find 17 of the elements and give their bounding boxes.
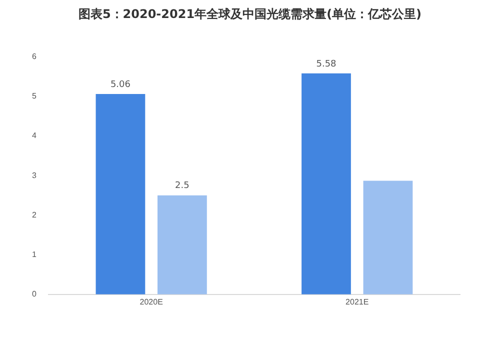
chart-title: 图表5：2020-2021年全球及中国光缆需求量(单位：亿芯公里) <box>77 6 423 23</box>
x-tick-label: 2020E <box>140 297 163 306</box>
y-tick-label: 4 <box>32 131 37 140</box>
bar <box>302 73 351 294</box>
y-tick-label: 1 <box>32 250 37 260</box>
bar <box>96 94 146 294</box>
data-label: 5.06 <box>110 80 131 90</box>
y-tick-label: 2 <box>32 210 37 220</box>
y-tick-label: 6 <box>32 52 37 62</box>
y-tick-label: 0 <box>32 290 37 299</box>
y-tick-label: 5 <box>32 92 37 101</box>
y-tick-label: 3 <box>32 170 37 180</box>
bar <box>158 195 207 294</box>
x-tick-label: 2021E <box>346 297 369 306</box>
data-label: 2.5 <box>175 181 190 192</box>
bar <box>363 180 413 294</box>
data-label: 5.58 <box>316 59 337 70</box>
